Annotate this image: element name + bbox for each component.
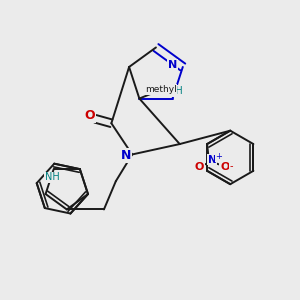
Text: O: O [220, 162, 230, 172]
Text: methyl: methyl [145, 85, 177, 94]
Text: N: N [208, 154, 217, 164]
Text: NH: NH [167, 86, 182, 96]
Text: +: + [215, 152, 222, 161]
Text: O: O [84, 109, 95, 122]
Text: NH: NH [45, 172, 60, 182]
Text: N: N [168, 60, 177, 70]
Text: N: N [120, 149, 131, 162]
Text: -: - [230, 161, 233, 171]
Text: O: O [194, 162, 204, 172]
